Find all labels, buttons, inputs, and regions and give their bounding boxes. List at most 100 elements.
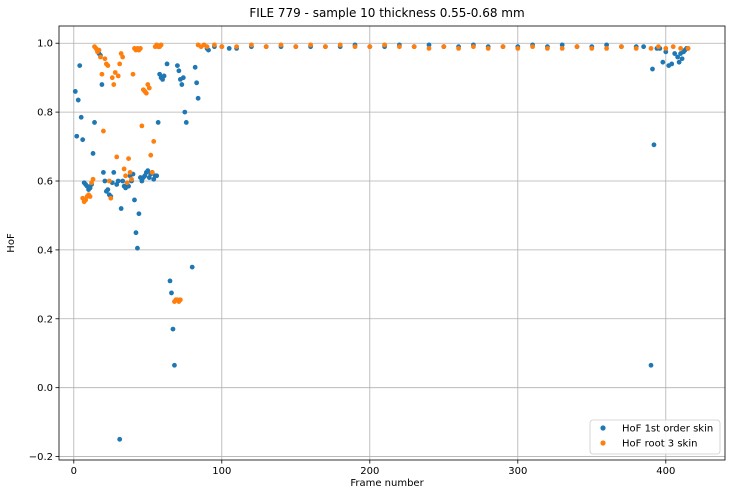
data-point	[530, 44, 535, 50]
data-point	[179, 82, 185, 87]
data-point	[102, 178, 108, 184]
data-point	[77, 63, 83, 69]
data-point	[441, 44, 447, 50]
chart-title: FILE 779 - sample 10 thickness 0.55-0.68…	[249, 6, 524, 20]
data-points	[72, 42, 691, 442]
data-point	[180, 75, 186, 81]
data-point	[263, 44, 269, 50]
data-point	[121, 166, 127, 172]
data-point	[105, 187, 111, 193]
data-point	[105, 63, 111, 69]
data-point	[226, 45, 232, 51]
data-point	[154, 173, 160, 179]
data-point	[101, 169, 106, 175]
legend: HoF 1st order skin HoF root 3 skin	[589, 419, 721, 455]
data-point	[175, 63, 180, 69]
data-point	[669, 61, 675, 67]
data-point	[139, 123, 145, 129]
data-point	[675, 54, 681, 60]
data-point	[485, 45, 491, 51]
legend-marker-1st-order	[600, 425, 606, 431]
data-point	[183, 120, 189, 125]
data-point	[112, 70, 118, 75]
data-point	[170, 326, 176, 332]
data-point	[120, 54, 126, 60]
x-tick-label: 100	[212, 466, 231, 477]
data-point	[118, 206, 124, 211]
data-point	[515, 45, 521, 51]
data-point	[114, 154, 120, 160]
data-point	[471, 44, 476, 50]
data-point	[98, 54, 103, 60]
data-point	[158, 42, 164, 48]
data-point	[352, 44, 358, 50]
legend-label-root-3: HoF root 3 skin	[622, 439, 697, 450]
data-point	[120, 178, 126, 184]
data-point	[663, 49, 669, 55]
data-point	[604, 42, 609, 48]
data-point	[78, 114, 84, 120]
data-point	[102, 56, 108, 62]
data-point	[219, 44, 225, 50]
data-point	[124, 180, 130, 186]
data-point	[293, 44, 299, 50]
data-point	[308, 42, 313, 48]
legend-box	[589, 419, 721, 455]
data-point	[143, 90, 149, 96]
data-point	[660, 59, 666, 65]
data-point	[164, 61, 170, 67]
data-point	[96, 47, 102, 53]
data-point	[382, 42, 387, 48]
data-point	[117, 436, 123, 442]
data-point	[106, 178, 112, 184]
data-point	[74, 133, 80, 139]
data-point	[149, 169, 155, 175]
data-point	[651, 142, 657, 148]
data-point	[99, 71, 105, 77]
data-point	[182, 109, 188, 115]
x-axis-label: Frame number	[350, 478, 424, 489]
legend-label-1st-order: HoF 1st order skin	[622, 424, 713, 435]
data-point	[456, 45, 461, 51]
data-point	[648, 45, 654, 51]
data-point	[80, 137, 86, 143]
legend-marker-root-3	[600, 440, 606, 446]
data-point	[138, 45, 143, 51]
data-point	[337, 42, 343, 48]
data-point	[108, 195, 114, 201]
data-point	[397, 44, 402, 50]
data-point	[90, 176, 96, 182]
y-tick-label: −0.2	[29, 452, 53, 463]
data-point	[126, 156, 131, 162]
data-point	[90, 151, 96, 156]
data-point	[676, 59, 682, 65]
data-point	[123, 173, 128, 179]
data-point	[72, 89, 78, 94]
data-point	[426, 45, 432, 51]
data-point	[619, 44, 624, 50]
data-point	[234, 44, 240, 50]
data-point	[192, 64, 198, 70]
data-point	[176, 68, 182, 74]
data-point	[177, 297, 183, 303]
data-point	[685, 45, 691, 51]
data-point	[75, 97, 81, 103]
data-point	[172, 362, 177, 368]
y-tick-label: 0.0	[37, 383, 53, 394]
data-point	[130, 71, 136, 77]
data-point	[426, 42, 432, 48]
data-point	[278, 42, 284, 48]
series-2	[80, 42, 691, 304]
data-point	[135, 245, 140, 251]
data-point	[136, 211, 142, 217]
data-point	[650, 66, 655, 72]
grid	[59, 26, 725, 460]
data-point	[204, 44, 210, 50]
data-point	[574, 44, 580, 50]
data-point	[111, 82, 117, 87]
data-point	[545, 45, 550, 51]
data-point	[249, 42, 254, 48]
plot-area-frame	[58, 25, 726, 461]
x-tick-label: 400	[656, 466, 675, 477]
y-tick-label: 0.4	[37, 245, 53, 256]
